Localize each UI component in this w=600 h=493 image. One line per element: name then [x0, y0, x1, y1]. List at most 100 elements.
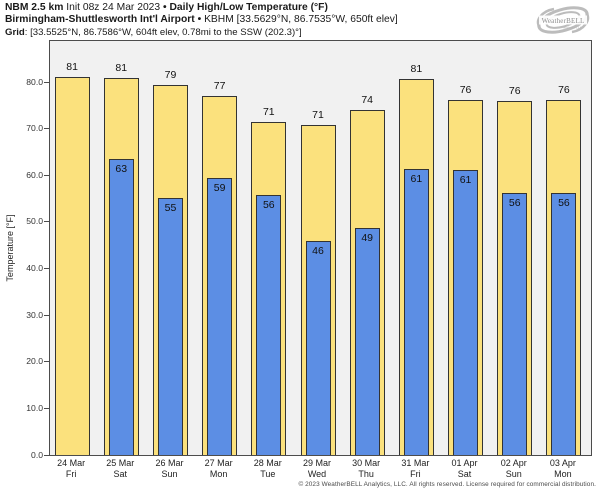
low-bar — [108, 159, 134, 455]
high-value-label: 81 — [410, 62, 423, 75]
x-tick-date: 24 Mar — [57, 458, 86, 468]
low-bar — [157, 197, 183, 455]
x-tick-day: Sun — [505, 468, 522, 479]
x-tick-day: Tue — [260, 468, 276, 479]
x-tick-day: Fri — [65, 468, 77, 479]
x-tick-day: Sat — [457, 468, 472, 479]
low-bar — [256, 195, 282, 455]
low-bar — [551, 193, 577, 455]
low-value-label: 55 — [164, 201, 177, 214]
x-tick-day: Sat — [113, 468, 128, 479]
model-name: NBM 2.5 km — [5, 2, 64, 13]
y-tick-label: 10.0 — [26, 402, 43, 413]
logo-subtext: Analytics LLC — [563, 26, 582, 30]
high-value-label: 71 — [312, 108, 324, 121]
x-tick-day: Thu — [358, 468, 374, 479]
x-tick-label: 30 Mar Thu — [342, 458, 391, 479]
high-value-label: 76 — [558, 83, 570, 96]
x-tick-label: 03 Apr Mon — [538, 458, 587, 479]
header-line-station: Birmingham-Shuttlesworth Int'l Airport •… — [5, 14, 398, 26]
low-value-label: 56 — [262, 199, 275, 212]
y-tick-label: 20.0 — [26, 356, 43, 367]
x-tick-label: 27 Mar Mon — [194, 458, 243, 479]
y-tick-mark — [44, 268, 49, 269]
weatherbell-swirl-icon: WeatherBELL Analytics LLC — [536, 6, 590, 34]
chart-header: NBM 2.5 km Init 08z 24 Mar 2023 • Daily … — [5, 2, 398, 39]
x-tick-label: 26 Mar Sun — [145, 458, 194, 479]
low-value-label: 61 — [410, 172, 423, 185]
low-value-label: 49 — [361, 232, 374, 245]
y-tick-mark — [44, 361, 49, 363]
y-tick-mark — [44, 81, 49, 83]
x-tick-label: 28 Mar Tue — [243, 458, 292, 479]
low-value-label: 56 — [558, 196, 570, 209]
low-bar — [305, 240, 331, 455]
low-bar — [207, 178, 233, 455]
header-line-grid: Grid: [33.5525°N, 86.7586°W, 604ft elev,… — [5, 27, 398, 39]
logo-text: WeatherBELL — [542, 17, 585, 25]
x-tick-date: 28 Mar — [253, 458, 282, 468]
high-value-label: 81 — [115, 61, 128, 74]
init-time: Init 08z 24 Mar 2023 — [66, 2, 161, 13]
y-axis-title: Temperature [°F] — [5, 214, 15, 282]
grid-details: : [33.5525°N, 86.7586°W, 604ft elev, 0.7… — [24, 26, 302, 38]
high-value-label: 76 — [459, 83, 472, 96]
y-tick-label: 30.0 — [26, 309, 43, 320]
x-tick-date: 30 Mar — [352, 458, 381, 468]
x-tick-date: 02 Apr — [500, 458, 527, 468]
y-tick-mark — [44, 221, 49, 223]
header-line-model: NBM 2.5 km Init 08z 24 Mar 2023 • Daily … — [5, 2, 398, 14]
x-tick-date: 27 Mar — [204, 458, 233, 468]
low-bar — [502, 192, 528, 455]
low-value-label: 46 — [312, 244, 324, 257]
weatherbell-logo: WeatherBELL Analytics LLC — [530, 3, 596, 41]
product-title: Daily High/Low Temperature (°F) — [169, 2, 328, 13]
y-tick-label: 80.0 — [26, 76, 43, 87]
station-name: Birmingham-Shuttlesworth Int'l Airport — [5, 14, 195, 26]
separator-dot: • — [163, 2, 167, 13]
plot-area: 0.0 10.0 20.0 30.0 40.0 50.0 60.0 70.0 80.0 81 81 6… — [26, 40, 592, 460]
low-value-label: 56 — [508, 196, 521, 209]
x-tick-date: 01 Apr — [451, 458, 478, 468]
y-tick-label: 0.0 — [31, 449, 43, 460]
high-value-label: 76 — [508, 84, 521, 97]
low-value-label: 59 — [213, 182, 226, 195]
y-tick-label: 50.0 — [26, 216, 43, 227]
x-tick-date: 03 Apr — [549, 458, 576, 468]
low-bar — [403, 168, 429, 455]
x-tick-day: Mon — [209, 468, 228, 479]
y-tick-mark — [44, 174, 49, 176]
x-tick-label: 24 Mar Fri — [47, 458, 96, 479]
high-bar — [54, 77, 90, 455]
x-tick-day: Fri — [410, 468, 421, 479]
station-details: KBHM [33.5629°N, 86.7535°W, 650ft elev] — [204, 14, 398, 26]
separator-dot: • — [197, 14, 202, 26]
x-tick-date: 26 Mar — [155, 458, 184, 468]
low-value-label: 61 — [459, 174, 472, 187]
low-bar — [453, 170, 479, 455]
x-tick-label: 31 Mar Fri — [391, 458, 440, 479]
x-tick-label: 01 Apr Sat — [440, 458, 489, 479]
x-tick-day: Mon — [554, 468, 572, 479]
y-tick-label: 40.0 — [26, 263, 43, 273]
x-tick-label: 29 Mar Wed — [292, 458, 341, 479]
high-value-label: 74 — [361, 94, 374, 106]
low-bar — [354, 228, 380, 455]
grid-label: Grid — [5, 26, 25, 38]
x-tick-date: 31 Mar — [401, 458, 430, 468]
high-value-label: 77 — [213, 80, 226, 93]
y-tick-label: 70.0 — [26, 123, 43, 134]
y-tick-mark — [44, 314, 49, 316]
copyright-notice: © 2023 WeatherBELL Analytics, LLC. All r… — [298, 481, 596, 488]
x-tick-date: 25 Mar — [106, 458, 135, 468]
x-tick-day: Wed — [307, 468, 327, 479]
high-value-label: 79 — [164, 68, 177, 81]
low-value-label: 63 — [115, 163, 128, 176]
x-tick-label: 02 Apr Sun — [489, 458, 538, 479]
x-tick-label: 25 Mar Sat — [96, 458, 145, 479]
high-value-label: 71 — [262, 106, 275, 119]
high-value-label: 81 — [66, 61, 78, 74]
x-tick-day: Sun — [161, 468, 178, 479]
y-tick-label: 60.0 — [26, 169, 43, 180]
